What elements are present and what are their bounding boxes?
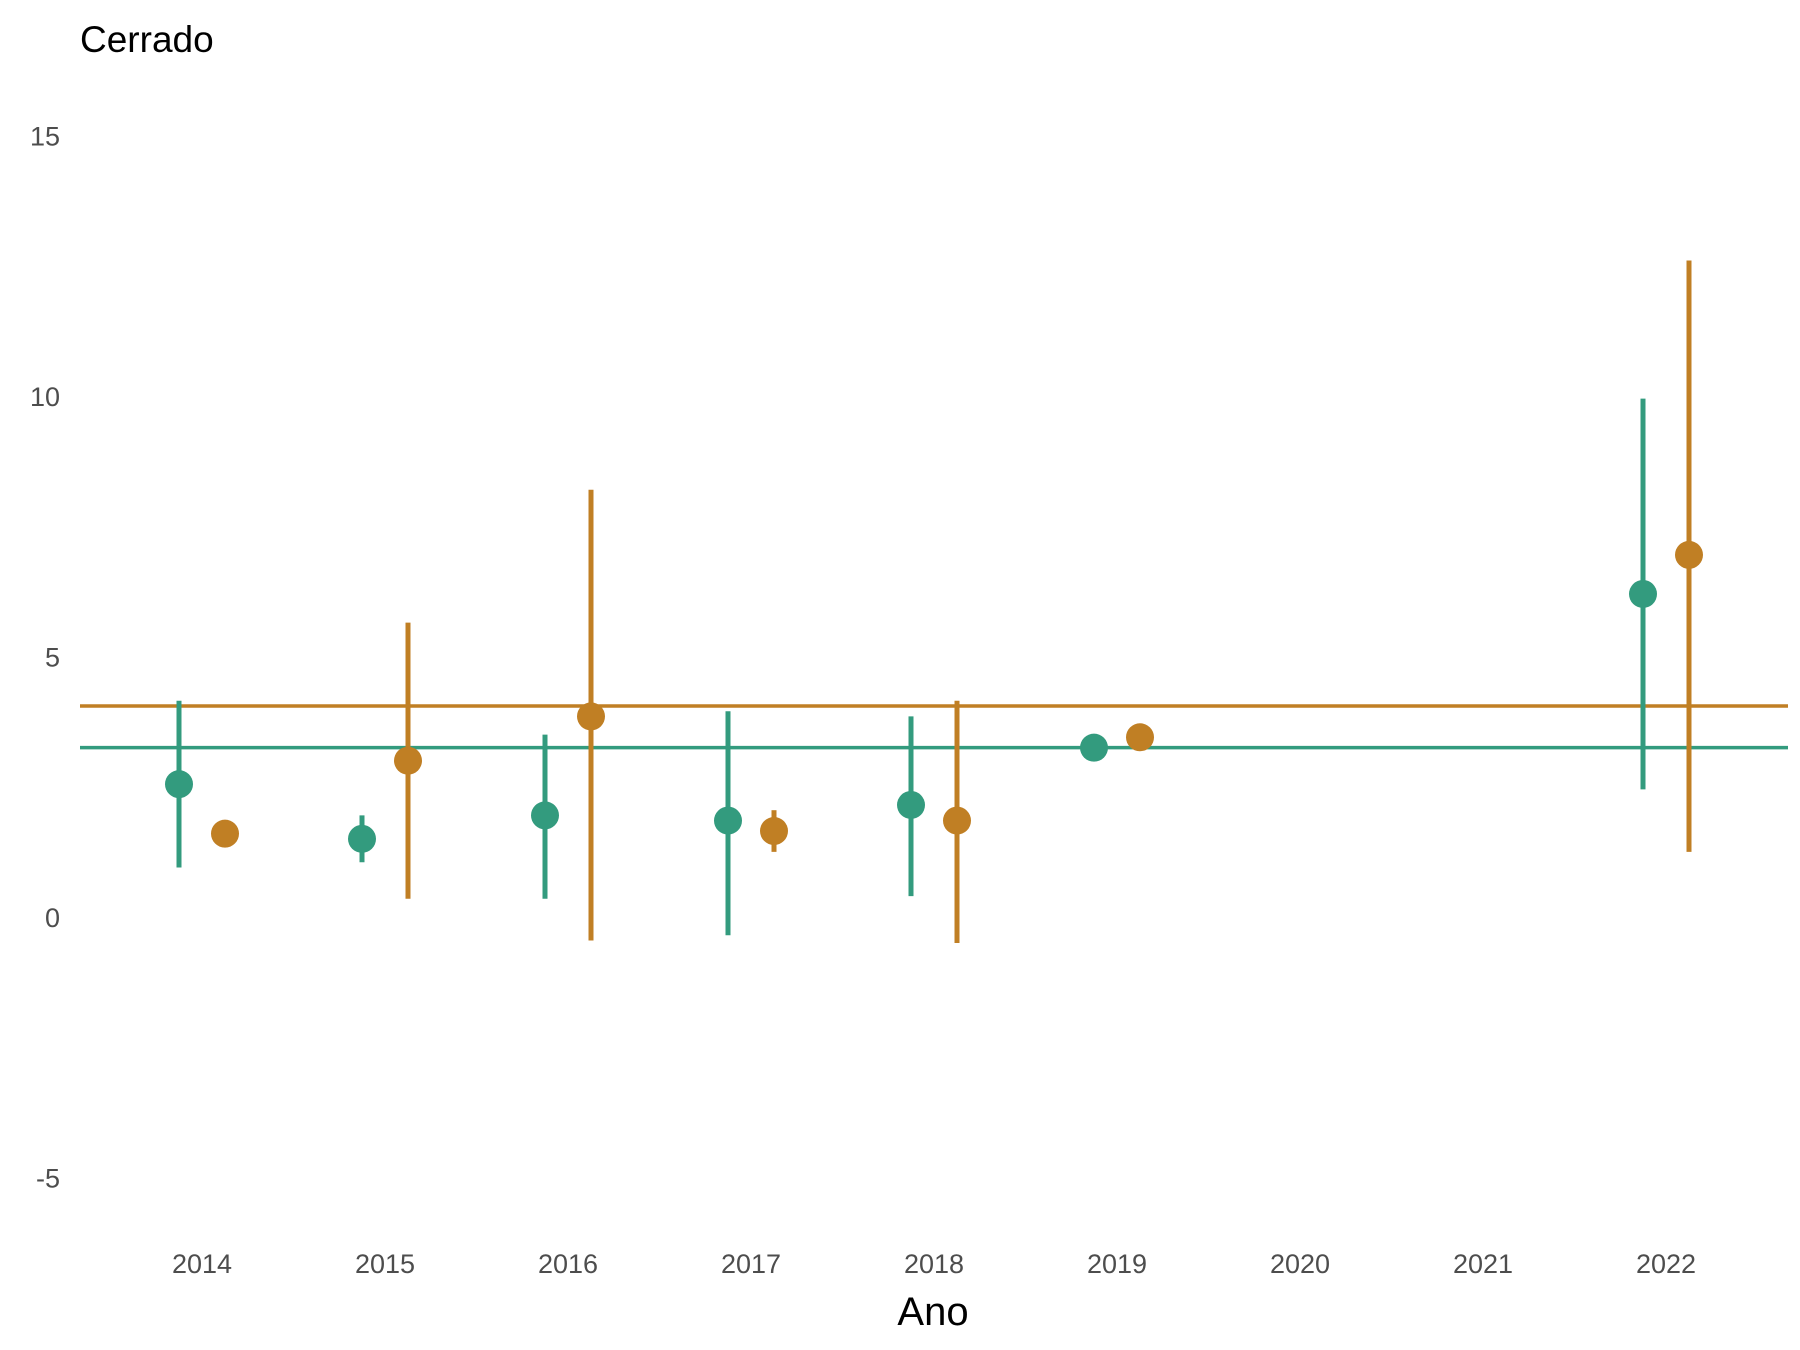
data-marks — [165, 260, 1703, 944]
data-point — [394, 746, 422, 775]
x-tick-label: 2017 — [721, 1249, 781, 1279]
y-tick-label: 5 — [45, 643, 60, 673]
data-point — [897, 790, 925, 819]
x-tick-label: 2016 — [538, 1249, 598, 1279]
y-tick-label: 10 — [30, 382, 60, 412]
data-point — [531, 801, 559, 830]
data-point — [165, 770, 193, 799]
data-point — [211, 819, 239, 848]
x-tick-label: 2019 — [1087, 1249, 1147, 1279]
x-tick-label: 2015 — [355, 1249, 415, 1279]
data-point — [1629, 579, 1657, 608]
data-point — [760, 817, 788, 846]
data-point — [577, 702, 605, 731]
x-axis-title: Ano — [897, 1290, 968, 1334]
y-tick-label: 15 — [30, 122, 60, 152]
y-tick-label: 0 — [45, 903, 60, 933]
x-tick-label: 2020 — [1270, 1249, 1330, 1279]
data-point — [714, 806, 742, 835]
data-point — [1126, 723, 1154, 752]
data-point — [1080, 733, 1108, 762]
data-point — [1675, 540, 1703, 569]
x-tick-label: 2021 — [1453, 1249, 1513, 1279]
data-point — [943, 806, 971, 835]
x-tick-label: 2022 — [1636, 1249, 1696, 1279]
data-point — [348, 824, 376, 853]
chart-title: Cerrado — [80, 19, 214, 60]
reference-lines — [80, 704, 1788, 750]
x-axis-ticks: 2014 2015 2016 2017 2018 2019 2020 2021 2022 — [172, 1249, 1696, 1279]
y-tick-label: -5 — [36, 1164, 60, 1194]
x-tick-label: 2014 — [172, 1249, 232, 1279]
x-tick-label: 2018 — [904, 1249, 964, 1279]
y-axis-ticks: -5 0 5 10 15 — [30, 122, 60, 1194]
